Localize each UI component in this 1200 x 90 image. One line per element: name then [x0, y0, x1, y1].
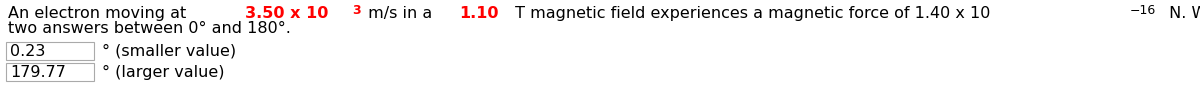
Text: 1.10: 1.10 — [460, 6, 499, 21]
Text: 0.23: 0.23 — [10, 44, 46, 59]
Text: An electron moving at: An electron moving at — [8, 6, 191, 21]
Text: N. What angle does the velocity of the electron make with the magnetic field? Th: N. What angle does the velocity of the e… — [1164, 6, 1200, 21]
Text: T magnetic field experiences a magnetic force of 1.40 x 10: T magnetic field experiences a magnetic … — [510, 6, 991, 21]
Text: m/s in a: m/s in a — [364, 6, 438, 21]
FancyBboxPatch shape — [6, 42, 94, 60]
FancyBboxPatch shape — [6, 63, 94, 81]
Text: 3.50 x 10: 3.50 x 10 — [245, 6, 328, 21]
Text: ° (smaller value): ° (smaller value) — [102, 44, 236, 59]
Text: −16: −16 — [1130, 4, 1157, 17]
Text: ° (larger value): ° (larger value) — [102, 65, 224, 80]
Text: two answers between 0° and 180°.: two answers between 0° and 180°. — [8, 21, 290, 36]
Text: 179.77: 179.77 — [10, 65, 66, 80]
Text: 3: 3 — [352, 4, 361, 17]
